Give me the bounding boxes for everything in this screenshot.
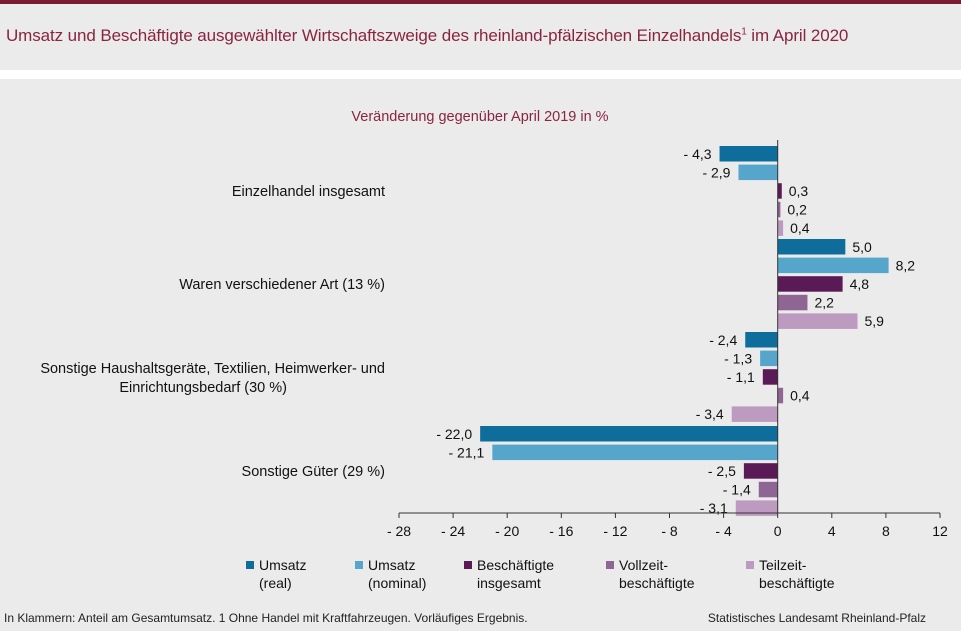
category-label: Sonstige Haushaltsgeräte, Textilien, Hei… xyxy=(40,361,385,377)
legend-item: Umsatz (real) xyxy=(246,556,307,592)
bar-1-3 xyxy=(745,332,778,348)
legend-label: insgesamt xyxy=(477,575,541,591)
legend-swatch xyxy=(606,561,614,569)
legend-swatch xyxy=(746,561,754,569)
bar-4-4 xyxy=(758,481,778,498)
data-label: 2,2 xyxy=(814,295,834,311)
category-label: Einrichtungsbedarf (30 %) xyxy=(119,380,287,396)
data-label: 5,0 xyxy=(852,239,872,255)
x-tick-label: - 4 xyxy=(715,523,732,539)
bar-2-3 xyxy=(760,350,778,367)
legend-item: Vollzeit-beschäftigte xyxy=(606,556,695,592)
data-label: 5,9 xyxy=(864,313,884,329)
data-label: 4,8 xyxy=(850,276,870,292)
bar-3-1 xyxy=(777,183,782,199)
x-tick-label: - 8 xyxy=(661,523,678,539)
data-label: - 21,1 xyxy=(449,444,485,460)
top-accent-bar xyxy=(0,0,961,4)
legend-label: beschäftigte xyxy=(759,575,835,591)
legend-swatch xyxy=(246,561,254,569)
legend-label: Umsatz xyxy=(368,557,416,573)
bar-2-1 xyxy=(738,164,778,181)
bar-5-2 xyxy=(777,313,858,329)
x-tick-label: - 12 xyxy=(603,523,627,539)
data-label: 8,2 xyxy=(896,257,916,273)
legend-item: Umsatz (nominal) xyxy=(355,556,427,592)
x-tick-label: - 24 xyxy=(441,523,465,539)
bar-3-4 xyxy=(743,463,778,479)
source-credit: Statistisches Landesamt Rheinland-Pfalz xyxy=(707,611,926,625)
footnote: In Klammern: Anteil am Gesamtumsatz. 1 O… xyxy=(4,611,528,625)
bar-3-2 xyxy=(777,276,843,292)
bar-5-4 xyxy=(735,500,778,516)
legend-swatch xyxy=(464,561,472,569)
chart-legend: Umsatz (real) Umsatz (nominal) Beschäftigte i… xyxy=(243,556,961,596)
bar-1-4 xyxy=(480,426,778,442)
data-label: - 2,9 xyxy=(702,164,730,180)
data-label: 0,4 xyxy=(790,220,810,236)
legend-item: Teilzeit-beschäftigte xyxy=(746,556,835,592)
data-label: - 1,1 xyxy=(727,369,755,385)
bar-3-3 xyxy=(762,369,778,385)
x-tick-label: 8 xyxy=(882,523,890,539)
legend-item: Beschäftigte insgesamt xyxy=(464,556,555,592)
legend-label: Umsatz xyxy=(259,557,307,573)
category-label: Einzelhandel insgesamt xyxy=(232,184,385,200)
chart-title: Umsatz und Beschäftigte ausgewählter Wir… xyxy=(6,26,849,45)
legend-label: (nominal) xyxy=(368,575,427,591)
chart-subtitle: Veränderung gegenüber April 2019 in % xyxy=(351,109,608,125)
legend-label: beschäftigte xyxy=(619,575,695,591)
legend-label: Vollzeit- xyxy=(619,557,669,573)
bar-4-1 xyxy=(777,201,781,218)
data-label: - 2,5 xyxy=(708,463,736,479)
bar-4-3 xyxy=(777,387,784,404)
x-tick-label: - 16 xyxy=(549,523,573,539)
bar-5-1 xyxy=(777,220,784,236)
x-tick-label: 0 xyxy=(774,523,782,539)
title-separator xyxy=(0,70,961,79)
data-label: - 3,4 xyxy=(696,406,724,422)
x-tick-label: - 20 xyxy=(495,523,519,539)
data-label: - 3,1 xyxy=(700,500,728,516)
data-label: 0,3 xyxy=(789,183,809,199)
legend-label: Teilzeit- xyxy=(759,557,807,573)
legend-swatch xyxy=(355,561,363,569)
bar-2-2 xyxy=(777,257,889,274)
bar-1-1 xyxy=(719,146,778,162)
data-label: - 4,3 xyxy=(684,146,712,162)
x-tick-label: 4 xyxy=(828,523,836,539)
bar-2-4 xyxy=(492,444,778,461)
data-label: - 1,4 xyxy=(723,482,751,498)
category-label: Waren verschiedener Art (13 %) xyxy=(179,277,385,293)
x-tick-label: - 28 xyxy=(387,523,411,539)
x-tick-label: 12 xyxy=(932,523,948,539)
data-label: - 22,0 xyxy=(436,426,472,442)
bar-5-3 xyxy=(731,406,778,422)
category-label: Sonstige Güter (29 %) xyxy=(242,464,385,480)
bar-1-2 xyxy=(777,239,846,255)
data-label: 0,2 xyxy=(787,202,807,218)
data-label: 0,4 xyxy=(790,388,810,404)
legend-label: (real) xyxy=(259,575,292,591)
bar-4-2 xyxy=(777,294,808,311)
data-label: - 1,3 xyxy=(724,350,752,366)
data-label: - 2,4 xyxy=(709,332,737,348)
legend-label: Beschäftigte xyxy=(477,557,555,573)
